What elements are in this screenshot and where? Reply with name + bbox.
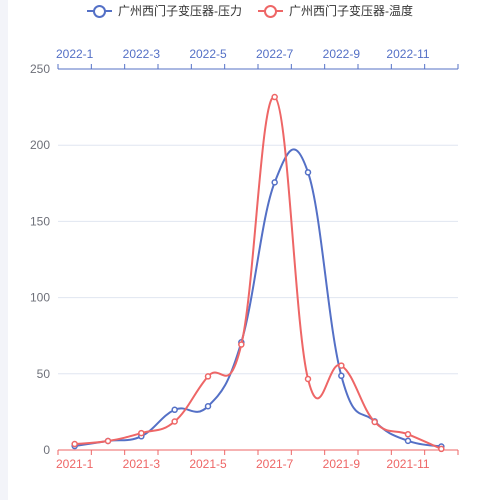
data-point-pressure[interactable] (304, 169, 312, 176)
data-point-temperature[interactable] (238, 341, 245, 348)
x-axis-top-label: 2022-9 (323, 47, 361, 61)
x-axis-bottom-label: 2021-1 (56, 457, 94, 471)
x-axis-bottom-label: 2021-9 (323, 457, 361, 471)
data-point-temperature[interactable] (338, 362, 345, 369)
legend-pressure-label: 广州西门子变压器-压力 (118, 4, 242, 18)
legend-temperature-label: 广州西门子变压器-温度 (289, 4, 413, 18)
data-point-temperature[interactable] (304, 375, 312, 383)
x-axis-top-label: 2022-1 (56, 47, 94, 61)
x-axis-bottom-label: 2021-5 (189, 457, 227, 471)
left-panel-strip (0, 0, 8, 500)
legend-pressure-swatch-icon (87, 4, 112, 18)
series-line-temperature (74, 96, 442, 450)
x-axis-bottom-label: 2021-7 (256, 457, 294, 471)
legend: 广州西门子变压器-压力 广州西门子变压器-温度 (0, 2, 500, 19)
legend-item-pressure[interactable]: 广州西门子变压器-压力 (87, 2, 242, 19)
data-point-temperature[interactable] (171, 418, 178, 425)
data-point-temperature[interactable] (71, 440, 78, 448)
data-point-temperature[interactable] (138, 429, 145, 437)
y-tick-label: 150 (30, 214, 50, 228)
data-point-pressure[interactable] (171, 406, 178, 414)
x-axis-top-label: 2022-11 (386, 47, 429, 61)
data-point-pressure[interactable] (204, 403, 212, 410)
x-axis-top-label: 2022-3 (123, 47, 161, 61)
legend-item-temperature[interactable]: 广州西门子变压器-温度 (258, 2, 413, 19)
data-point-temperature[interactable] (104, 437, 112, 445)
data-point-pressure[interactable] (338, 372, 345, 380)
data-point-temperature[interactable] (204, 373, 212, 380)
x-axis-bottom-label: 2021-3 (123, 457, 161, 471)
legend-temperature-swatch-icon (258, 4, 283, 18)
data-point-temperature[interactable] (371, 418, 378, 426)
data-point-pressure[interactable] (271, 179, 278, 186)
x-axis-top-label: 2022-5 (189, 47, 227, 61)
x-axis-top-label: 2022-7 (256, 47, 294, 61)
y-tick-label: 200 (30, 138, 50, 152)
x-axis-bottom-label: 2021-11 (386, 457, 429, 471)
data-point-temperature[interactable] (438, 445, 445, 453)
data-point-temperature[interactable] (404, 431, 412, 438)
y-tick-label: 250 (30, 62, 50, 76)
y-tick-label: 100 (30, 291, 50, 305)
data-point-temperature[interactable] (271, 93, 278, 101)
y-tick-label: 0 (43, 443, 50, 457)
y-tick-label: 50 (37, 367, 51, 381)
data-point-pressure[interactable] (404, 437, 412, 445)
